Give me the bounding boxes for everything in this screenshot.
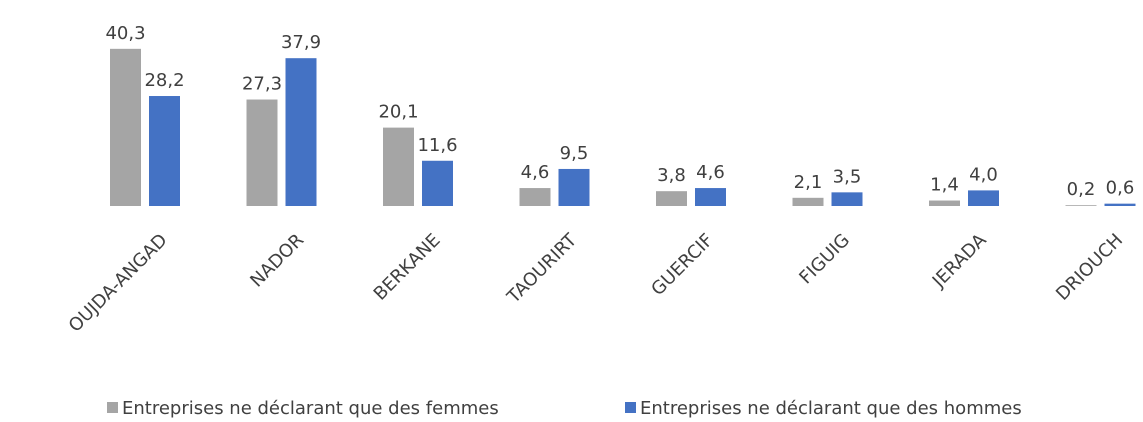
value-label: 40,3 bbox=[105, 23, 145, 44]
bar bbox=[968, 190, 999, 206]
x-tick-label: BERKANE bbox=[370, 230, 445, 305]
bar bbox=[422, 160, 453, 206]
x-tick-label: TAOURIRT bbox=[503, 229, 582, 308]
legend-swatch bbox=[625, 402, 636, 413]
bar bbox=[383, 127, 414, 206]
x-tick-label: OUJDA-ANGAD bbox=[65, 230, 172, 337]
value-label: 0,2 bbox=[1067, 179, 1096, 200]
bar bbox=[558, 168, 590, 206]
x-tick-label: DRIOUCH bbox=[1052, 230, 1127, 305]
value-label: 1,4 bbox=[930, 175, 959, 196]
bar bbox=[285, 58, 317, 206]
value-label: 4,0 bbox=[969, 164, 998, 185]
value-label: 4,6 bbox=[521, 162, 550, 183]
legend-label: Entreprises ne déclarant que des femmes bbox=[122, 398, 499, 419]
bar bbox=[246, 99, 278, 206]
bar bbox=[1065, 205, 1097, 206]
bar bbox=[519, 188, 551, 206]
value-label: 0,6 bbox=[1106, 178, 1135, 199]
bar bbox=[929, 200, 960, 206]
x-tick-label: FIGUIG bbox=[795, 230, 854, 289]
value-label: 11,6 bbox=[417, 135, 457, 156]
bar bbox=[110, 48, 141, 206]
value-label: 4,6 bbox=[696, 162, 725, 183]
value-label: 27,3 bbox=[242, 74, 282, 95]
value-label: 2,1 bbox=[794, 172, 823, 193]
bar bbox=[792, 197, 824, 206]
value-label: 9,5 bbox=[560, 143, 589, 164]
bar bbox=[695, 188, 726, 206]
bar bbox=[1104, 203, 1136, 206]
bar bbox=[831, 192, 863, 206]
x-tick-label: NADOR bbox=[246, 230, 308, 292]
legend-swatch bbox=[107, 402, 118, 413]
value-label: 3,8 bbox=[657, 165, 686, 186]
value-label: 28,2 bbox=[144, 70, 184, 91]
x-tick-label: JERADA bbox=[928, 229, 991, 292]
legend-label: Entreprises ne déclarant que des hommes bbox=[640, 398, 1022, 419]
bar bbox=[656, 191, 687, 206]
x-tick-label: GUERCIF bbox=[647, 230, 717, 300]
value-label: 20,1 bbox=[378, 102, 418, 123]
bar bbox=[149, 96, 180, 206]
value-label: 37,9 bbox=[281, 32, 321, 53]
value-label: 3,5 bbox=[833, 166, 862, 187]
